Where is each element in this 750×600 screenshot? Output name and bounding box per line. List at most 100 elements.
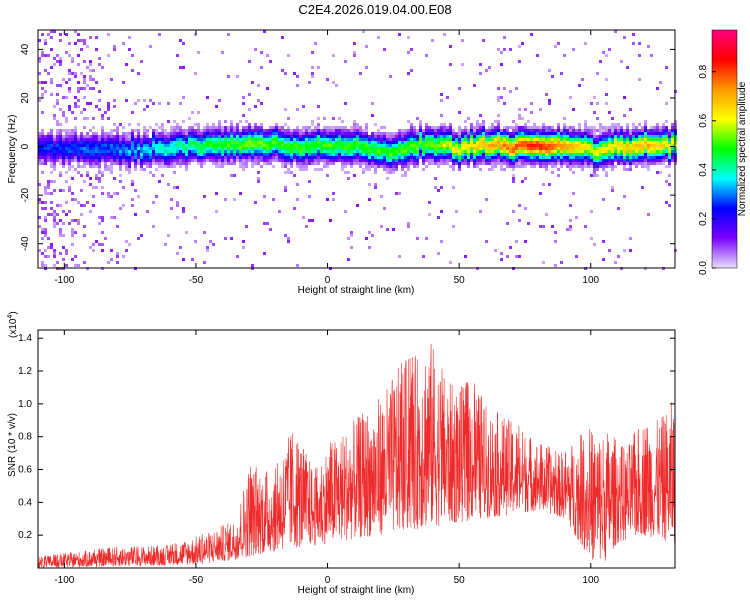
spectrogram-cell	[77, 264, 80, 267]
spectrogram-cell	[125, 63, 128, 66]
spectrogram-cell	[578, 162, 581, 165]
spectrogram-cell	[242, 147, 245, 150]
spectrogram-cell	[458, 126, 461, 129]
spectrogram-cell	[191, 150, 194, 153]
spectrogram-cell	[602, 141, 605, 144]
spectrogram-cell	[188, 156, 191, 159]
spectrogram-cell	[404, 141, 407, 144]
spectrogram-cell	[650, 162, 653, 165]
spectrogram-cell	[347, 177, 350, 180]
spectrogram-cell	[350, 150, 353, 153]
spectrogram-cell	[248, 138, 251, 141]
spectrogram-cell	[167, 138, 170, 141]
spectrogram-cell	[518, 132, 521, 135]
spectrogram-cell	[599, 135, 602, 138]
spectrogram-cell	[101, 114, 104, 117]
spectrogram-cell	[395, 162, 398, 165]
spectrogram-cell	[158, 156, 161, 159]
spectrogram-cell	[428, 141, 431, 144]
snr-y-label: SNR (10 * v/v)	[7, 413, 18, 477]
spectrogram-cell	[41, 153, 44, 156]
spectrogram-cell	[65, 171, 68, 174]
spectrogram-cell	[347, 153, 350, 156]
spectrogram-cell	[443, 123, 446, 126]
spectrogram-cell	[524, 141, 527, 144]
spectrogram-cell	[191, 156, 194, 159]
spectrogram-cell	[281, 135, 284, 138]
spectrogram-cell	[332, 54, 335, 57]
spectrogram-cell	[194, 138, 197, 141]
spectrogram-cell	[137, 123, 140, 126]
spectrogram-cell	[326, 156, 329, 159]
spectrogram-cell	[509, 135, 512, 138]
spectrogram-cell	[602, 159, 605, 162]
spectrogram-cell	[347, 135, 350, 138]
spectrogram-cell	[188, 153, 191, 156]
spectrogram-cell	[557, 168, 560, 171]
spectrogram-cell	[92, 126, 95, 129]
spectrogram-cell	[152, 132, 155, 135]
spectrogram-cell	[347, 147, 350, 150]
spectrogram-cell	[590, 174, 593, 177]
spectrogram-cell	[317, 129, 320, 132]
spectrogram-cell	[116, 255, 119, 258]
spectrogram-cell	[176, 201, 179, 204]
spectrogram-cell	[377, 165, 380, 168]
spectrogram-cell	[44, 150, 47, 153]
spectrogram-cell	[470, 147, 473, 150]
spectrogram-cell	[362, 135, 365, 138]
spectrogram-cell	[347, 150, 350, 153]
spectrogram-cell	[92, 117, 95, 120]
spectrogram-cell	[458, 156, 461, 159]
spectrogram-cell	[632, 147, 635, 150]
spectrogram-cell	[629, 141, 632, 144]
spectrogram-cell	[263, 159, 266, 162]
spectrogram-cell	[566, 144, 569, 147]
spectrogram-cell	[335, 132, 338, 135]
spectrogram-cell	[395, 132, 398, 135]
spectrogram-cell	[356, 129, 359, 132]
spectrogram-cell	[95, 153, 98, 156]
spectrogram-cell	[302, 156, 305, 159]
spectrogram-cell	[398, 135, 401, 138]
spectrogram-cell	[296, 183, 299, 186]
spectrogram-cell	[89, 162, 92, 165]
spectrogram-cell	[179, 144, 182, 147]
spectrogram-cell	[41, 261, 44, 264]
spectrogram-cell	[74, 141, 77, 144]
spectrogram-cell	[413, 135, 416, 138]
spectrogram-cell	[224, 144, 227, 147]
spectrogram-cell	[62, 78, 65, 81]
spectrogram-cell	[662, 129, 665, 132]
spectrogram-cell	[623, 249, 626, 252]
spectrogram-cell	[71, 258, 74, 261]
spectrogram-cell	[167, 120, 170, 123]
spectrogram-cell	[299, 168, 302, 171]
spectrogram-cell	[200, 141, 203, 144]
spectrogram-cell	[509, 159, 512, 162]
snr-panel: -100 -50 0 50 100 0.20.40.60.81.01.21.4 Heig…	[7, 311, 676, 596]
spectrogram-cell	[548, 99, 551, 102]
spectrogram-cell	[479, 141, 482, 144]
spectrogram-cell	[521, 144, 524, 147]
spectrogram-cell	[407, 162, 410, 165]
spectrogram-cell	[494, 126, 497, 129]
spectrogram-cell	[554, 45, 557, 48]
spectrogram-cell	[416, 135, 419, 138]
spectrogram-cell	[365, 123, 368, 126]
spectrogram-cell	[434, 150, 437, 153]
spectrogram-cell	[242, 150, 245, 153]
spectrogram-cell	[110, 168, 113, 171]
spectrogram-cell	[53, 219, 56, 222]
spectrogram-cells	[38, 30, 677, 270]
spectrogram-cell	[548, 129, 551, 132]
spectrogram-cell	[239, 165, 242, 168]
spectrogram-cell	[602, 162, 605, 165]
spectrogram-cell	[509, 90, 512, 93]
spectrogram-cell	[605, 162, 608, 165]
spectrogram-cell	[380, 225, 383, 228]
spectrogram-cell	[581, 138, 584, 141]
spectrogram-cell	[176, 153, 179, 156]
spectrogram-cell	[647, 141, 650, 144]
spectrogram-cell	[323, 132, 326, 135]
